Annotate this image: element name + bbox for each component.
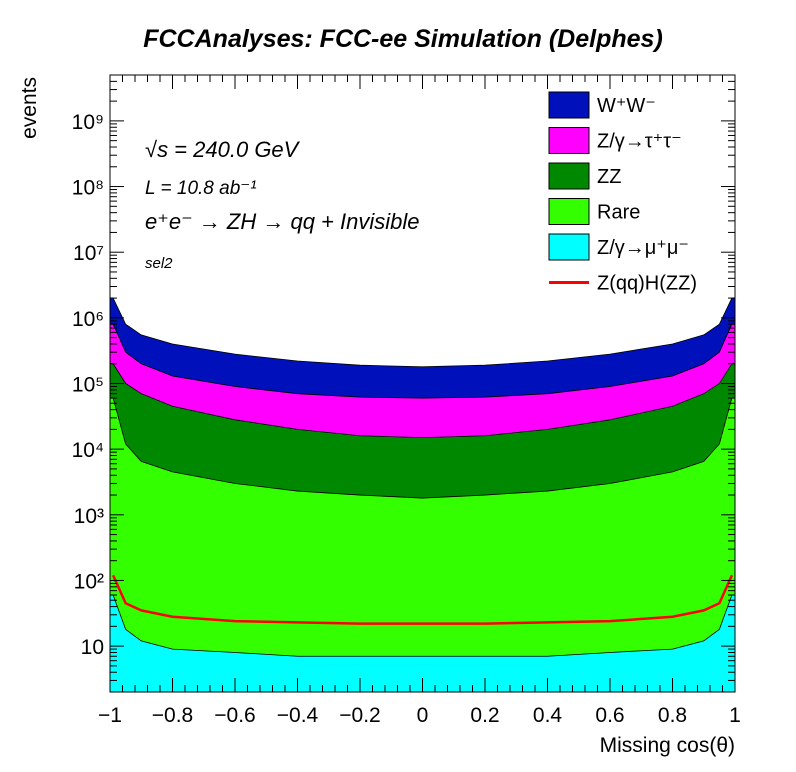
x-tick-label: 0.6 [595,704,624,727]
legend-label: Z/γ→τ⁺τ⁻ [597,131,682,153]
process-label: e⁺e⁻ → ZH → qq + Invisible [145,209,420,234]
lumi-label: L = 10.8 ab⁻¹ [145,178,257,199]
y-tick-label: 10³ [74,505,104,528]
selection-label: sel2 [145,255,173,272]
series-band-1 [109,397,736,693]
x-tick-label: −0.6 [214,704,255,727]
legend: W⁺W⁻ Z/γ→τ⁺τ⁻ ZZ Rare Z/γ→μ⁺μ⁻ Z(qq)H(ZZ) [548,91,697,295]
y-tick-label: 10⁸ [72,177,104,200]
legend-swatch [548,162,590,190]
chart-title: FCCAnalyses: FCC-ee Simulation (Delphes) [143,25,663,53]
legend-label: Rare [597,202,640,224]
x-tick-label: −0.2 [339,704,380,727]
y-tick-label: 10⁵ [72,374,104,397]
x-axis-label: Missing cos(θ) [600,734,735,757]
x-tick-label: 0.8 [658,704,687,727]
y-tick-label: 10 [81,636,104,659]
legend-label: W⁺W⁻ [597,95,656,117]
y-axis-label: events [18,77,41,139]
plot-area [109,297,736,693]
legend-swatch [548,127,590,154]
x-tick-label: 0.2 [470,704,499,727]
legend-swatch [548,233,590,261]
x-tick-label: 1 [729,704,741,727]
legend-label: Z(qq)H(ZZ) [597,273,697,295]
energy-label: √s = 240.0 GeV [145,137,301,162]
axes: −1 −0.8 −0.6 −0.4 −0.2 0 0.2 0.4 0.6 0.8 1 10 10² 10³… [72,74,741,727]
y-tick-label: 10⁷ [73,242,104,265]
y-tick-label: 10² [74,570,104,593]
y-tick-label: 10⁹ [72,111,104,134]
x-tick-label: −0.4 [277,704,319,727]
legend-label: Z/γ→μ⁺μ⁻ [597,237,689,259]
x-tick-label: −0.8 [152,704,193,727]
legend-swatch [548,198,590,225]
signal-line [111,574,734,625]
x-tick-label: 0 [417,704,429,727]
y-tick-label: 10⁴ [72,439,104,462]
legend-label: ZZ [597,166,621,188]
x-tick-label: 0.4 [533,704,563,727]
legend-swatch [548,91,590,119]
x-tick-label: −1 [98,704,122,727]
y-tick-label: 10⁶ [72,308,104,331]
series-band-0 [109,594,736,693]
